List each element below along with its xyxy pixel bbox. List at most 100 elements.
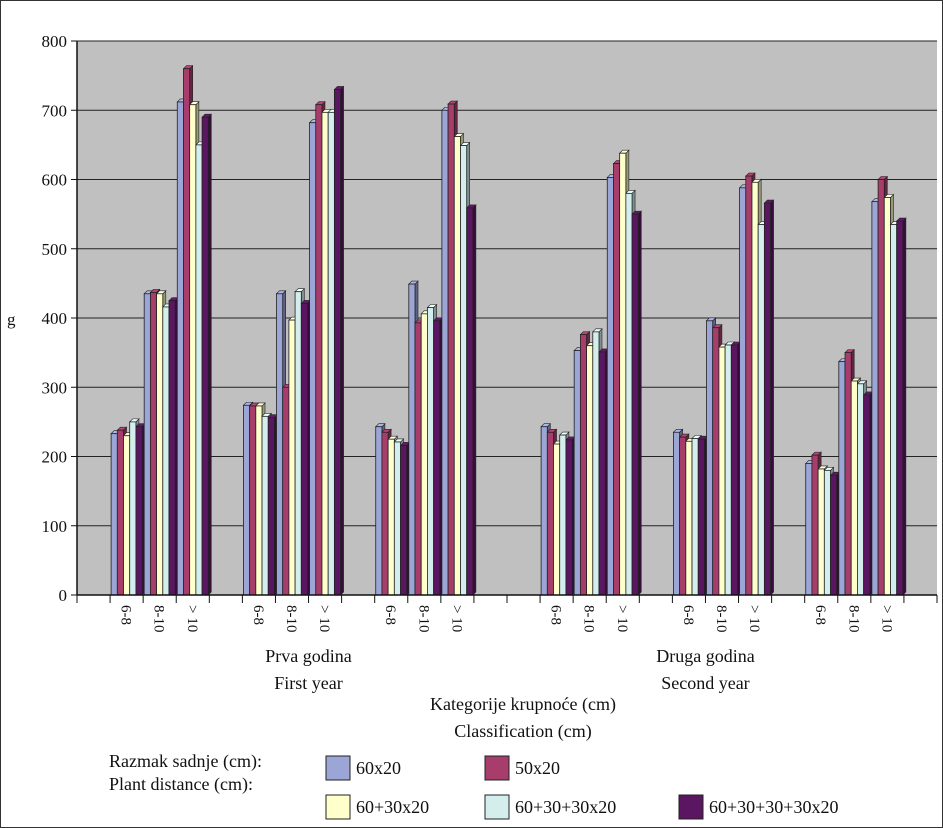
bar <box>168 300 176 596</box>
bar <box>613 163 621 596</box>
bar <box>685 440 693 596</box>
bar <box>857 383 865 596</box>
bar <box>844 352 852 596</box>
bar-side <box>770 199 774 596</box>
year-label: Druga godina <box>656 646 754 666</box>
bar <box>267 417 275 596</box>
category-tick-label: > 10 <box>878 605 894 632</box>
bar <box>288 319 296 596</box>
bar <box>315 104 323 596</box>
bar <box>697 438 705 596</box>
bar <box>631 213 639 596</box>
bar <box>730 344 738 596</box>
bar <box>745 175 753 596</box>
bar-side <box>207 113 212 596</box>
bar <box>751 181 759 596</box>
bar <box>830 474 838 596</box>
category-tick-label: 8-10 <box>845 605 861 633</box>
legend-swatch <box>484 755 510 781</box>
bar <box>546 431 554 596</box>
year-label-en: First year <box>274 673 342 693</box>
bar <box>393 441 401 596</box>
category-tick-label: 8-10 <box>713 605 729 633</box>
bar <box>261 415 269 596</box>
y-tick-label: 0 <box>59 586 68 605</box>
bar <box>447 103 455 596</box>
bar <box>441 109 449 596</box>
category-tick-label: > 10 <box>184 605 200 632</box>
y-tick-label: 600 <box>42 171 68 190</box>
category-tick-label: 6-8 <box>812 605 828 625</box>
bar <box>606 177 614 596</box>
legend-title: Razmak sadnje (cm): <box>109 751 262 772</box>
bar <box>863 394 871 596</box>
bar <box>712 327 720 596</box>
bar <box>877 179 885 596</box>
bar <box>706 320 714 596</box>
legend-label: 50x20 <box>515 758 560 778</box>
category-tick-label: 6-8 <box>680 605 696 625</box>
legend-swatch <box>325 755 351 781</box>
bar <box>453 136 461 596</box>
bar <box>850 380 858 596</box>
y-tick-label: 500 <box>42 240 68 259</box>
category-tick-label: > 10 <box>746 605 762 632</box>
bar <box>243 404 251 596</box>
category-tick-label: 6-8 <box>382 605 398 625</box>
bar <box>890 224 898 596</box>
bar <box>565 439 573 596</box>
category-tick-label: > 10 <box>448 605 464 632</box>
bar <box>691 438 699 596</box>
y-tick-label: 200 <box>42 448 68 467</box>
bar <box>540 426 548 596</box>
bar-side <box>340 85 344 596</box>
x-axis-title: Kategorije krupnoće (cm) <box>430 694 616 715</box>
legend-label: 60+30+30+30x20 <box>709 797 838 817</box>
legend-swatch <box>678 794 704 820</box>
bar <box>123 435 131 596</box>
bar <box>811 454 819 596</box>
bar-side <box>637 210 642 596</box>
year-label: Prva godina <box>265 646 351 666</box>
bar <box>156 293 164 596</box>
x-axis-title-en: Classification (cm) <box>454 721 591 742</box>
bar <box>294 291 302 596</box>
category-tick-label: 8-10 <box>581 605 597 633</box>
legend-label: 60+30+30x20 <box>515 797 616 817</box>
bar <box>883 197 891 596</box>
category-tick-label: 8-10 <box>151 605 167 633</box>
y-tick-label: 800 <box>42 32 68 51</box>
category-tick-label: 6-8 <box>118 605 134 625</box>
bar <box>321 111 329 596</box>
bar <box>129 421 137 596</box>
bar <box>183 68 191 596</box>
bar <box>718 346 726 596</box>
category-tick-label: 8-10 <box>415 605 431 633</box>
bar <box>420 313 428 596</box>
bar <box>553 443 561 596</box>
bar-side <box>472 204 477 596</box>
legend-label: 60x20 <box>356 758 401 778</box>
bar <box>195 144 203 596</box>
year-label-en: Second year <box>661 673 749 693</box>
bar <box>592 331 600 596</box>
bar <box>838 361 846 596</box>
bar <box>381 431 389 596</box>
bar <box>255 405 263 596</box>
bar <box>149 291 157 596</box>
category-tick-label: > 10 <box>614 605 630 632</box>
legend-title-en: Plant distance (cm): <box>109 774 253 795</box>
bar <box>110 433 118 596</box>
bar <box>433 320 441 596</box>
category-tick-label: 6-8 <box>548 605 564 625</box>
y-tick-label: 700 <box>42 101 68 120</box>
bar <box>573 350 581 596</box>
bar <box>896 220 904 596</box>
bar <box>559 434 567 596</box>
bar <box>805 463 813 596</box>
bar <box>327 111 335 596</box>
bar <box>249 405 257 596</box>
bar <box>309 122 317 596</box>
bar <box>598 351 606 596</box>
